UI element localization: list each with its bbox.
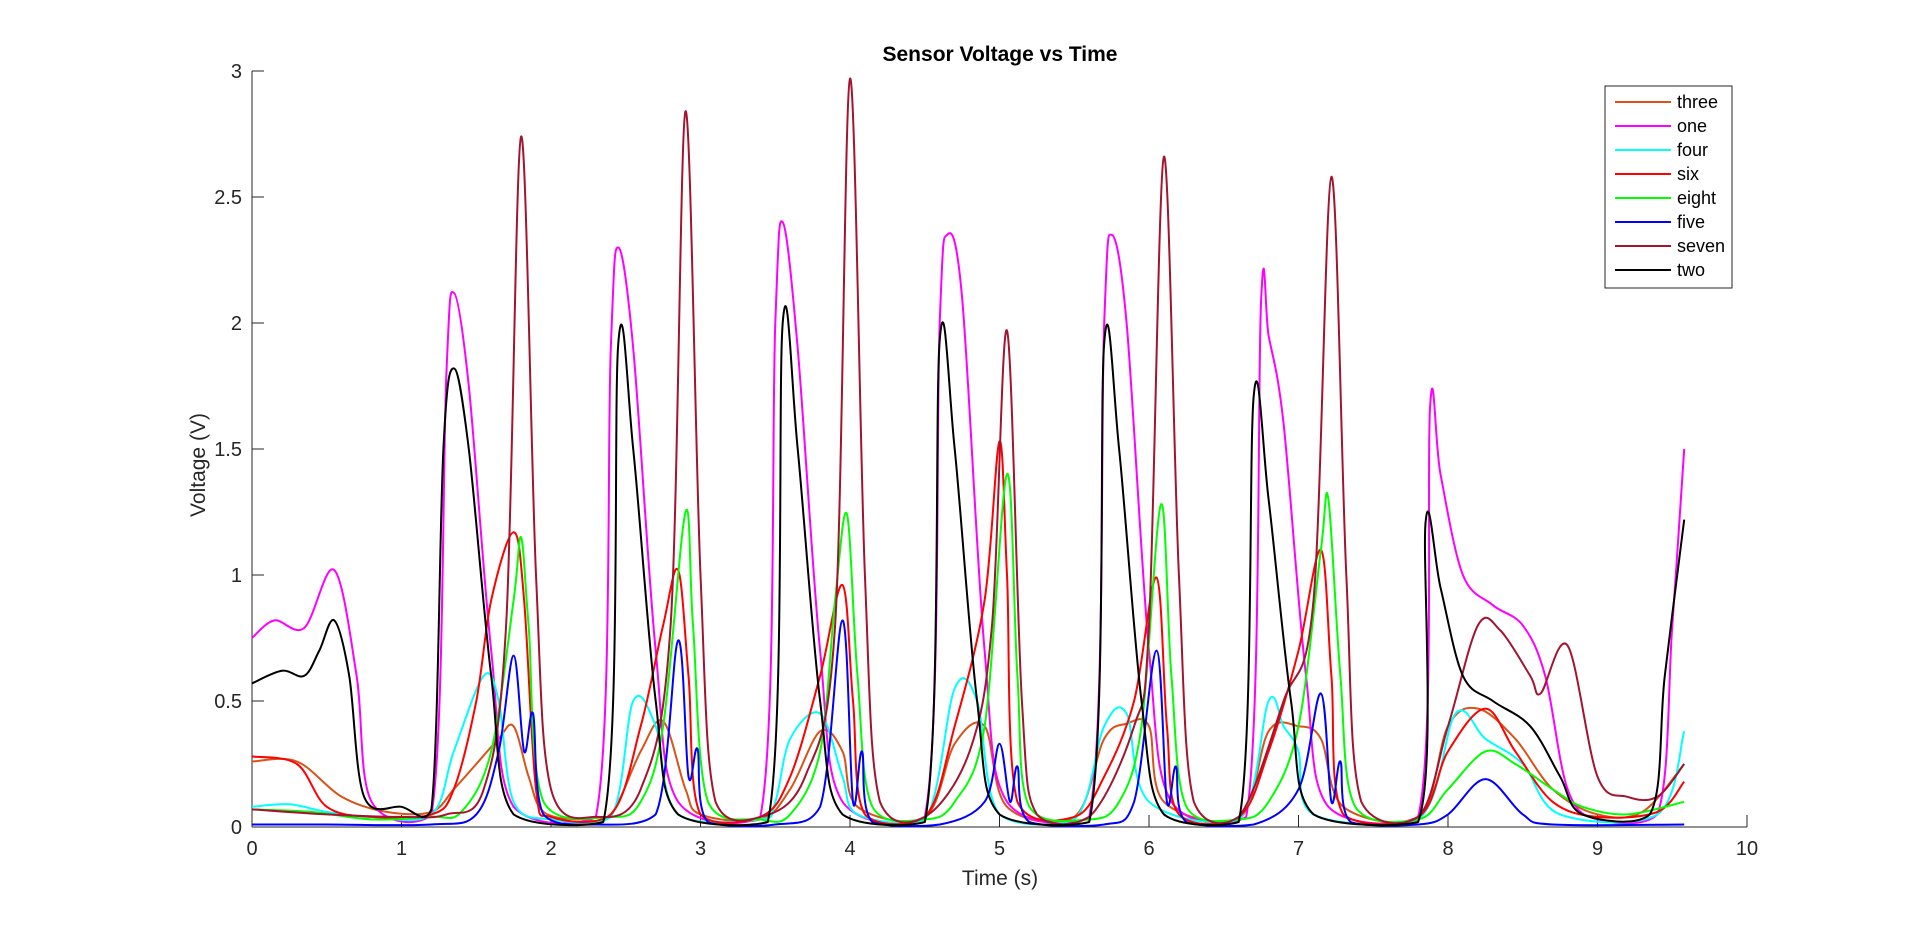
y-tick-label: 0.5 bbox=[214, 691, 242, 713]
legend-label: six bbox=[1677, 164, 1699, 184]
x-tick-label: 3 bbox=[695, 838, 706, 860]
chart-title: Sensor Voltage vs Time bbox=[883, 43, 1118, 66]
legend-label: three bbox=[1677, 92, 1718, 112]
series-line-six bbox=[251, 440, 1685, 826]
x-tick-label: 9 bbox=[1592, 838, 1603, 860]
legend: three one four six eight five seven two bbox=[1604, 85, 1733, 289]
y-tick-label: 2 bbox=[231, 313, 242, 335]
x-tick-label: 0 bbox=[246, 838, 257, 860]
legend-label: one bbox=[1677, 116, 1707, 136]
x-tick-label: 1 bbox=[396, 838, 407, 860]
series-line-two bbox=[251, 305, 1686, 827]
y-tick-label: 0 bbox=[231, 817, 242, 839]
y-axis-title: Voltage (V) bbox=[187, 413, 210, 517]
axes: 0 1 2 3 4 5 6 7 8 9 10 0 0.5 1 1.5 2 2.5 3 bbox=[214, 61, 1758, 860]
y-tick-label: 3 bbox=[231, 61, 242, 83]
x-axis-title: Time (s) bbox=[962, 867, 1038, 890]
legend-label: eight bbox=[1677, 188, 1716, 208]
x-tick-label: 10 bbox=[1736, 838, 1758, 860]
x-tick-label: 8 bbox=[1442, 838, 1453, 860]
series-line-five bbox=[252, 619, 1685, 828]
x-tick-label: 5 bbox=[994, 838, 1005, 860]
y-tick-label: 1.5 bbox=[214, 439, 242, 461]
legend-label: four bbox=[1677, 140, 1708, 160]
series-line-one bbox=[251, 220, 1686, 825]
y-tick-label: 2.5 bbox=[214, 187, 242, 209]
x-tick-label: 7 bbox=[1293, 838, 1304, 860]
legend-label: five bbox=[1677, 212, 1705, 232]
legend-label: two bbox=[1677, 260, 1705, 280]
y-tick-label: 1 bbox=[231, 565, 242, 587]
x-tick-label: 6 bbox=[1143, 838, 1154, 860]
x-tick-label: 4 bbox=[844, 838, 855, 860]
plot-lines bbox=[251, 77, 1686, 828]
legend-box bbox=[1604, 85, 1733, 289]
series-line-seven bbox=[251, 77, 1685, 826]
legend-label: seven bbox=[1677, 236, 1725, 256]
x-tick-label: 2 bbox=[545, 838, 556, 860]
